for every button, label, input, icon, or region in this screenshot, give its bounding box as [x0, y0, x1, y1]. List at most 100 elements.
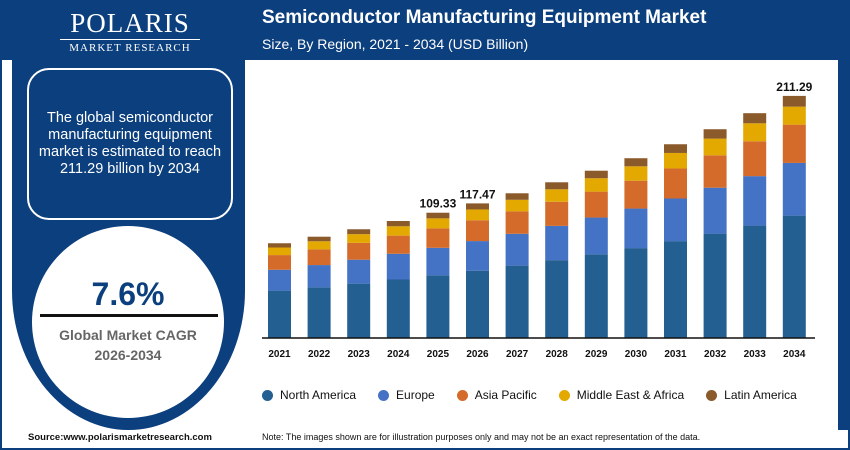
cagr-label-text: Global Market CAGR [59, 327, 197, 343]
bar-segment-north-america-2027 [505, 265, 529, 338]
bar-segment-latin-america-2025 [426, 212, 450, 219]
x-tick-label: 2021 [268, 349, 291, 360]
legend-swatch [558, 389, 570, 401]
bar-segment-europe-2026 [466, 241, 489, 271]
x-tick-label: 2032 [704, 349, 727, 360]
bar-segment-asia-pacific-2032 [703, 155, 727, 188]
bar-segment-north-america-2031 [664, 241, 687, 338]
bar-segment-asia-pacific-2031 [664, 168, 687, 199]
bar-segment-latin-america-2032 [703, 129, 727, 139]
bar-segment-latin-america-2030 [624, 158, 648, 167]
legend-label: Asia Pacific [474, 388, 537, 402]
bar-segment-north-america-2029 [584, 254, 608, 338]
bar-segment-latin-america-2027 [505, 193, 529, 200]
bar-segment-middle-east-africa-2034 [782, 106, 806, 125]
bar-segment-europe-2022 [307, 265, 331, 288]
cagr-circle: 7.6% Global Market CAGR 2026-2034 [32, 226, 224, 418]
bar-segment-north-america-2034 [782, 215, 806, 338]
x-tick-label: 2025 [427, 349, 450, 360]
logo-tagline: MARKET RESEARCH [60, 39, 200, 54]
legend-label: Middle East & Africa [576, 388, 685, 402]
bar-segment-asia-pacific-2023 [347, 242, 371, 260]
legend-label: Latin America [724, 388, 797, 402]
legend-item: Latin America [706, 388, 797, 402]
bar-segment-asia-pacific-2024 [386, 235, 410, 254]
x-tick-label: 2030 [625, 349, 648, 360]
x-tick-label: 2031 [664, 349, 687, 360]
cagr-period: 2026-2034 [94, 347, 162, 363]
bar-segment-middle-east-africa-2023 [347, 234, 371, 243]
bar-segment-asia-pacific-2030 [624, 180, 648, 209]
bar-segment-north-america-2032 [703, 233, 727, 338]
summary-text: The global semiconductor manufacturing e… [38, 110, 222, 177]
logo-name: POLARIS [70, 8, 190, 38]
bar-segment-middle-east-africa-2029 [584, 178, 608, 192]
bar-segment-europe-2031 [664, 198, 687, 242]
legend-swatch [456, 389, 468, 401]
bar-segment-europe-2023 [347, 259, 371, 284]
legend-item: Asia Pacific [456, 388, 537, 402]
bar-segment-asia-pacific-2026 [466, 220, 489, 242]
x-tick-label: 2033 [744, 349, 767, 360]
bar-segment-north-america-2025 [426, 275, 450, 338]
bar-segment-europe-2032 [703, 187, 727, 234]
bar-segment-middle-east-africa-2025 [426, 218, 450, 229]
cagr-value: 7.6% [91, 276, 165, 312]
bar-segment-middle-east-africa-2027 [505, 199, 529, 212]
bar-segment-europe-2025 [426, 247, 450, 276]
cagr-label: Global Market CAGR 2026-2034 [32, 325, 224, 365]
bar-segment-asia-pacific-2034 [782, 124, 806, 163]
chart-subtitle: Size, By Region, 2021 - 2034 (USD Billio… [262, 36, 529, 52]
bar-segment-north-america-2024 [386, 279, 410, 338]
bar-segment-latin-america-2024 [386, 221, 410, 227]
legend-item: Middle East & Africa [558, 388, 685, 402]
bar-segment-middle-east-africa-2030 [624, 166, 648, 181]
legend-label: North America [280, 388, 357, 402]
note-text: Note: The images shown are for illustrat… [262, 432, 701, 442]
bar-segment-north-america-2026 [466, 270, 489, 338]
bar-segment-europe-2034 [782, 162, 806, 216]
chart-title: Semiconductor Manufacturing Equipment Ma… [262, 7, 707, 28]
data-label: 211.29 [776, 80, 812, 94]
x-tick-label: 2027 [506, 349, 529, 360]
x-tick-label: 2022 [308, 349, 331, 360]
bar-segment-middle-east-africa-2024 [386, 226, 410, 236]
bar-segment-latin-america-2021 [268, 243, 291, 248]
bar-segment-north-america-2028 [545, 260, 569, 338]
cagr-divider [40, 314, 218, 317]
bar-segment-middle-east-africa-2032 [703, 138, 727, 156]
chart-area [245, 60, 838, 428]
bar-segment-north-america-2021 [268, 290, 291, 338]
bar-segment-latin-america-2026 [466, 203, 489, 210]
bar-segment-europe-2027 [505, 233, 529, 266]
bar-segment-north-america-2030 [624, 248, 648, 338]
x-tick-label: 2023 [348, 349, 371, 360]
source-text: Source:www.polarismarketresearch.com [28, 432, 212, 443]
right-border-strip [838, 0, 850, 430]
bar-segment-asia-pacific-2028 [545, 201, 569, 226]
bar-segment-latin-america-2029 [584, 170, 608, 179]
summary-box: The global semiconductor manufacturing e… [27, 68, 233, 220]
bar-segment-middle-east-africa-2031 [664, 152, 687, 169]
bar-segment-latin-america-2034 [782, 95, 806, 107]
bar-segment-europe-2030 [624, 208, 648, 249]
bar-segment-latin-america-2028 [545, 182, 569, 190]
legend-item: Europe [378, 388, 435, 402]
bar-segment-europe-2021 [268, 269, 291, 291]
bar-segment-latin-america-2023 [347, 229, 371, 235]
legend-swatch [262, 389, 273, 401]
x-tick-label: 2024 [387, 349, 410, 360]
x-tick-label: 2028 [546, 349, 569, 360]
legend-swatch [706, 389, 718, 401]
bar-segment-middle-east-africa-2021 [268, 247, 291, 256]
bar-segment-asia-pacific-2033 [743, 141, 767, 177]
bar-segment-north-america-2022 [307, 287, 331, 338]
data-label: 117.47 [459, 187, 495, 201]
legend-swatch [378, 389, 390, 401]
legend: North America Europe Asia Pacific Middle Ea… [262, 388, 819, 402]
bar-segment-europe-2033 [743, 176, 767, 226]
bar-segment-europe-2029 [584, 217, 608, 255]
legend-label: Europe [396, 388, 435, 402]
